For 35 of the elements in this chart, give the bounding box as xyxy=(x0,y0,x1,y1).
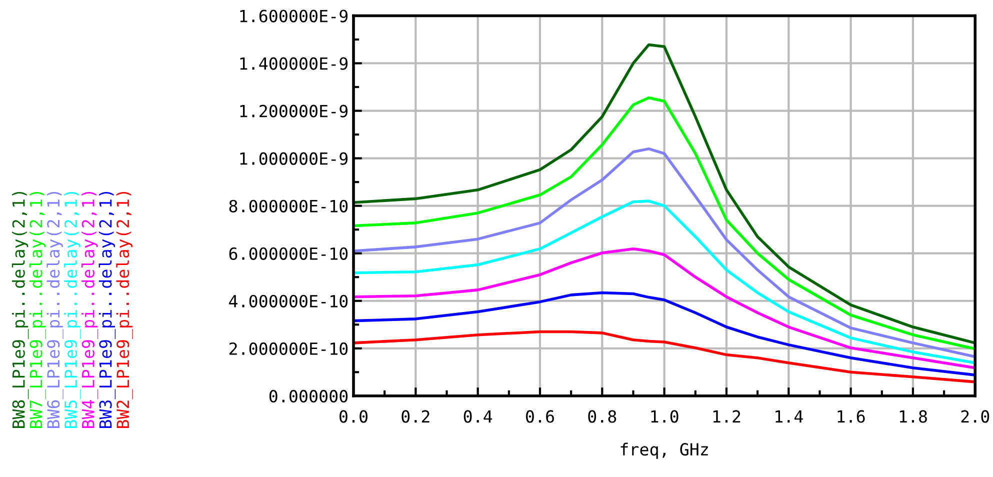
x-tick-label: 1.4 xyxy=(776,410,803,423)
x-axis-title: freq, GHz xyxy=(620,442,708,459)
line-series xyxy=(354,200,976,364)
text: BW6_LP1e9_pi..delay(2,1) xyxy=(46,192,64,428)
x-tick-label: 0.0 xyxy=(340,410,368,423)
line-series xyxy=(354,96,976,350)
x-tick-label: 0.4 xyxy=(464,410,492,423)
y-tick-label: 8.000000E-10 xyxy=(229,200,348,212)
line-series xyxy=(354,291,976,376)
y-tick-label: 2.000000E-10 xyxy=(229,342,348,355)
x-tick-label: 1.2 xyxy=(713,410,740,423)
y-tick-label: 1.400000E-9 xyxy=(240,57,348,70)
line-series xyxy=(354,43,976,344)
text: BW5_LP1e9_pi..delay(2,1) xyxy=(64,192,81,428)
line-series xyxy=(354,247,976,370)
x-tick-label: 2.0 xyxy=(961,410,990,423)
x-tick-label: 0.6 xyxy=(526,410,554,423)
text: BW3_LP1e9_pi..delay(2,1) xyxy=(98,192,116,428)
x-tick-label: 0.8 xyxy=(588,410,616,423)
x-tick-label: 0.2 xyxy=(402,410,430,423)
y-tick-label: 1.200000E-9 xyxy=(240,104,348,118)
y-tick-label: 4.000000E-10 xyxy=(229,294,348,308)
y-tick-label: 6.000000E-10 xyxy=(229,247,348,260)
line-series xyxy=(354,147,976,358)
y-tick-label: 1.000000E-9 xyxy=(240,152,348,165)
y-tick-label: 1.600000E-9 xyxy=(240,10,348,22)
line-series xyxy=(354,330,976,384)
text: BW8_LP1e9_pi..delay(2,1) xyxy=(12,192,29,428)
text: BW4_LP1e9_pi..delay(2,1) xyxy=(81,192,98,428)
x-tick-label: 1.6 xyxy=(838,410,865,423)
text: BW7_LP1e9_pi..delay(2,1) xyxy=(29,192,46,428)
y-tick-label: 0.000000 xyxy=(269,390,348,403)
text: BW2_LP1e9_pi..delay(2,1) xyxy=(116,192,133,428)
x-tick-label: 1.0 xyxy=(651,410,678,423)
x-tick-label: 1.8 xyxy=(900,410,927,423)
